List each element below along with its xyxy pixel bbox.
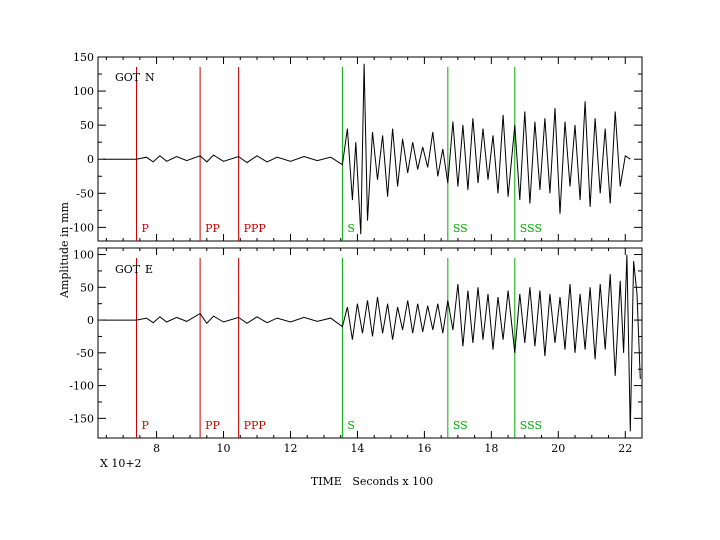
panel-east-yticks: 100 50 0 -50 -100 -150 (69, 248, 643, 438)
panel-north-frame (97, 56, 643, 242)
panel-east-frame (97, 247, 643, 439)
phase-label: S (347, 222, 355, 235)
x-axis-ticks: 8 10 12 14 16 18 20 22 (153, 442, 632, 455)
phase-label: PPP (244, 419, 267, 432)
panel-east-phases: P PP PPP S SS SSS (135, 258, 542, 438)
phase-label: PPP (244, 222, 267, 235)
y-tick-label: 150 (73, 51, 94, 64)
y-tick-label: -50 (76, 347, 94, 360)
panel-east-station-label: GOT (115, 263, 141, 276)
x-tick-label: 10 (217, 442, 231, 455)
x-multiplier-note: X 10+2 (100, 457, 142, 470)
panel-east-trace (103, 254, 641, 432)
panel-east-component-label: E (145, 263, 153, 276)
x-tick-label: 14 (350, 442, 364, 455)
y-tick-label: 50 (80, 281, 94, 294)
panel-north-station-label: GOT (115, 71, 141, 84)
y-tick-label: -100 (69, 380, 94, 393)
x-tick-label: 22 (618, 442, 632, 455)
y-tick-label: 50 (80, 119, 94, 132)
panel-north-phases: P PP PPP S SS SSS (135, 67, 542, 241)
y-tick-label: -100 (69, 221, 94, 234)
y-tick-label: 0 (87, 153, 94, 166)
x-tick-label: 8 (153, 442, 160, 455)
phase-label: P (141, 419, 149, 432)
phase-label: SS (453, 419, 468, 432)
phase-label: PP (205, 419, 220, 432)
phase-label: SSS (520, 419, 542, 432)
x-tick-label: 16 (417, 442, 431, 455)
y-tick-label: -150 (69, 412, 94, 425)
y-tick-label: 100 (73, 85, 94, 98)
panel-north-trace (103, 63, 631, 235)
y-tick-label: 100 (73, 249, 94, 262)
x-tick-label: 12 (283, 442, 297, 455)
panel-north-yticks: 150 100 50 0 -50 -100 (69, 51, 643, 241)
x-axis-label: TIME Seconds x 100 (311, 475, 433, 488)
x-tick-label: 18 (484, 442, 498, 455)
phase-label: SSS (520, 222, 542, 235)
phase-label: P (141, 222, 149, 235)
x-tick-label: 20 (551, 442, 565, 455)
phase-label: PP (205, 222, 220, 235)
y-tick-label: -50 (76, 187, 94, 200)
panel-north-component-label: N (145, 71, 155, 84)
y-tick-label: 0 (87, 314, 94, 327)
phase-label: S (347, 419, 355, 432)
phase-label: SS (453, 222, 468, 235)
y-axis-label: Amplitude in mm (58, 201, 71, 299)
